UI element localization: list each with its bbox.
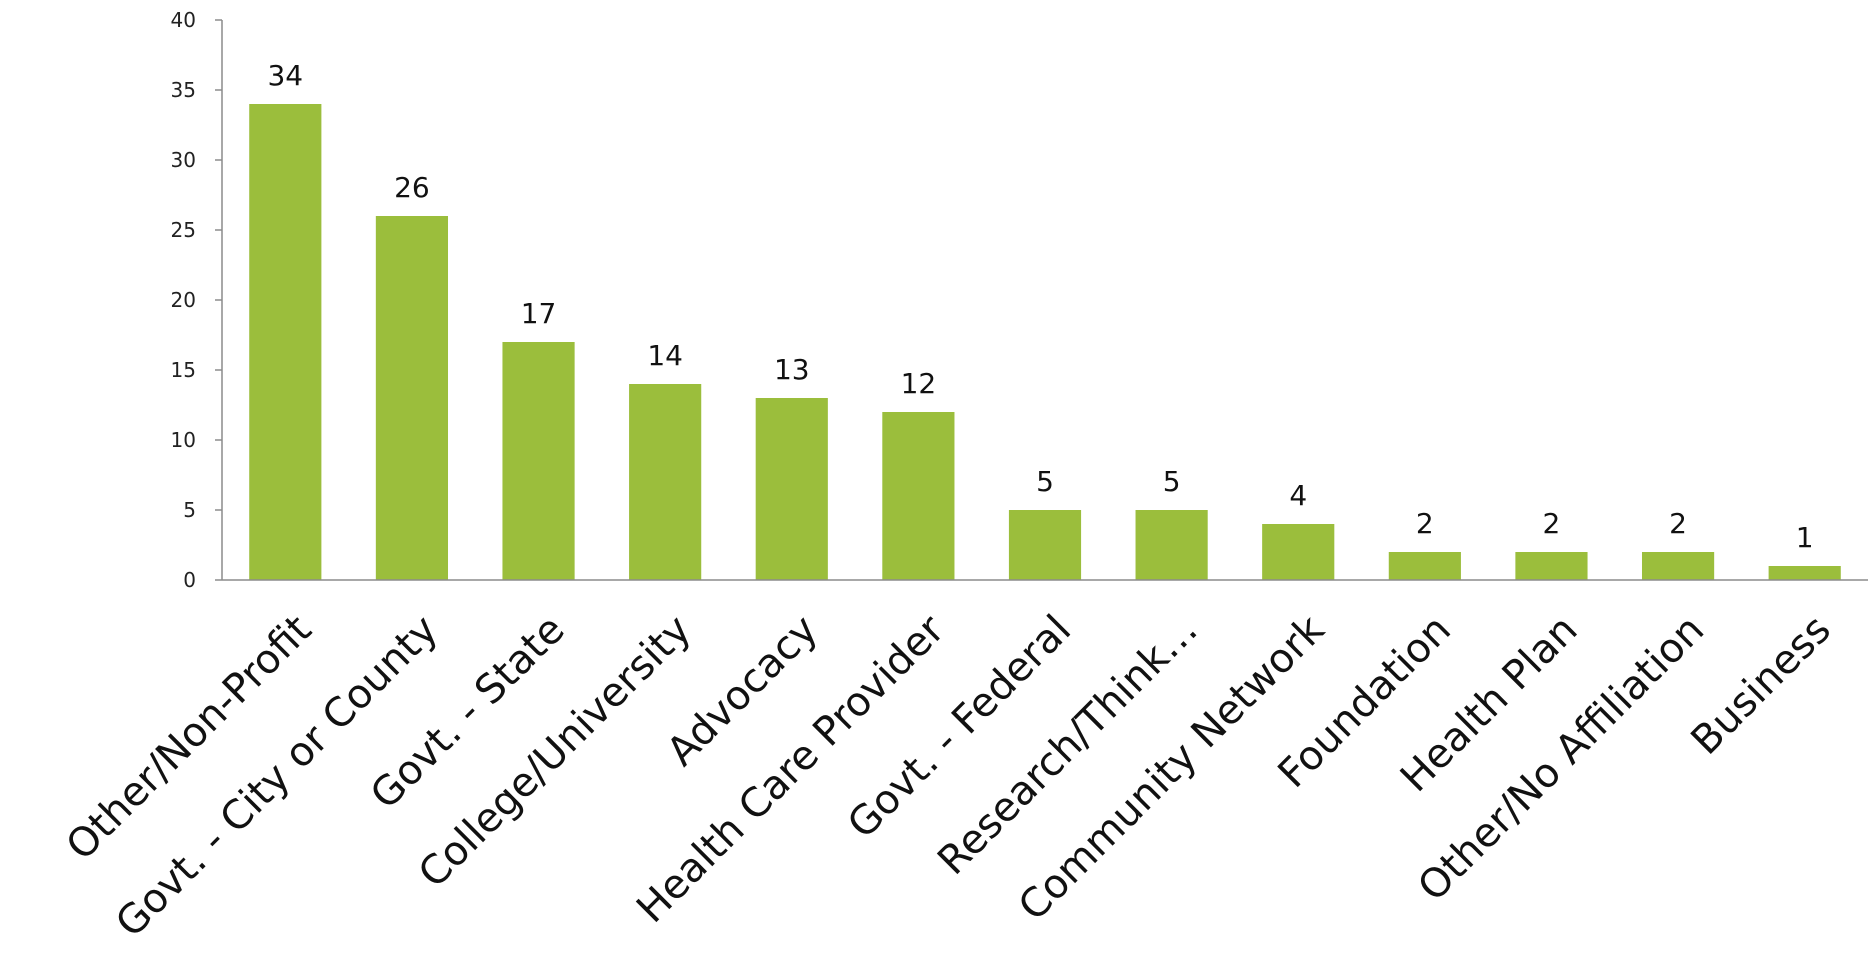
bars — [249, 104, 1841, 580]
bar — [755, 398, 828, 580]
y-tick-label: 0 — [183, 568, 196, 592]
bar — [1768, 566, 1841, 580]
bar — [1262, 524, 1335, 580]
y-tick-label: 25 — [171, 218, 196, 242]
bar — [1135, 510, 1208, 580]
data-label: 2 — [1669, 507, 1687, 540]
data-label: 5 — [1163, 465, 1181, 498]
bar — [1008, 510, 1082, 580]
data-label: 14 — [647, 339, 683, 372]
bar — [1388, 552, 1461, 580]
bar — [882, 412, 955, 580]
bar — [249, 104, 322, 580]
data-label: 2 — [1543, 507, 1561, 540]
bar — [375, 216, 449, 580]
data-label: 1 — [1796, 521, 1814, 554]
data-labels: 34 26 17 14 13 12 5 5 4 2 2 2 1 — [267, 59, 1813, 554]
data-label: 4 — [1289, 479, 1307, 512]
bar — [502, 342, 575, 580]
bar — [1641, 552, 1715, 580]
x-tick-label: Govt. - Federal — [839, 607, 1080, 848]
data-label: 2 — [1416, 507, 1434, 540]
bar — [1515, 552, 1588, 580]
y-tick-label: 5 — [183, 498, 196, 522]
x-tick-label: Other/Non-Profit — [58, 607, 321, 870]
data-label: 17 — [521, 297, 557, 330]
data-label: 13 — [774, 353, 810, 386]
y-axis: 0 5 10 15 20 25 30 35 40 — [171, 8, 223, 592]
data-label: 34 — [267, 59, 303, 92]
data-label: 12 — [901, 367, 937, 400]
data-label: 26 — [394, 171, 430, 204]
x-tick-label: Business — [1683, 607, 1840, 764]
bar — [629, 384, 702, 580]
y-tick-label: 15 — [171, 358, 196, 382]
y-tick-label: 40 — [171, 8, 196, 32]
y-tick-label: 20 — [171, 288, 196, 312]
y-tick-label: 10 — [171, 428, 196, 452]
y-tick-label: 30 — [171, 148, 196, 172]
data-label: 5 — [1036, 465, 1054, 498]
y-tick-label: 35 — [171, 78, 196, 102]
